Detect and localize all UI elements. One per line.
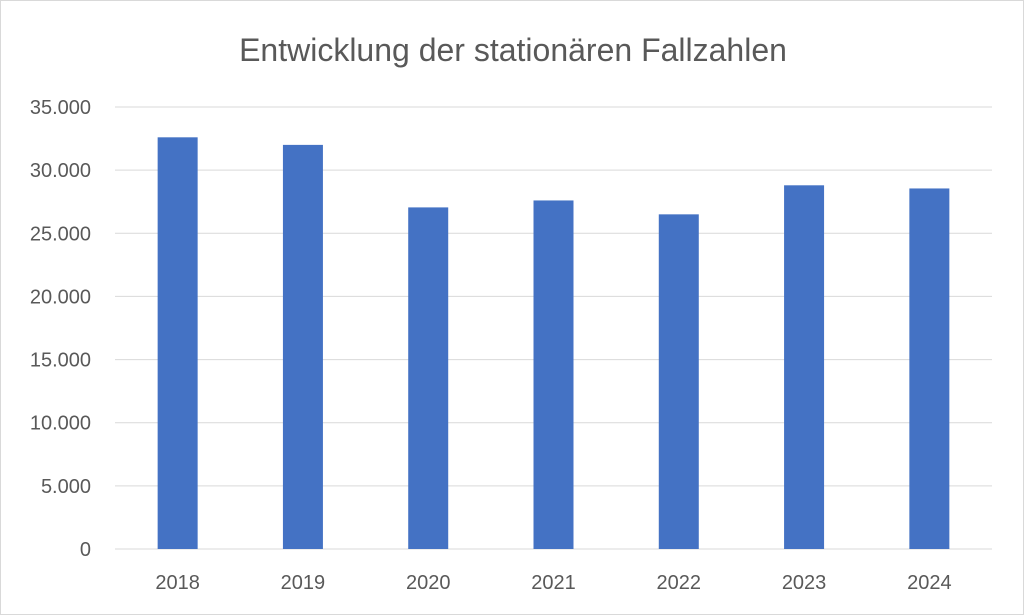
- y-tick-label: 20.000: [30, 286, 91, 308]
- y-tick-label: 25.000: [30, 223, 91, 245]
- x-tick-label-2021: 2021: [531, 572, 576, 594]
- bar-2021: [533, 200, 574, 550]
- y-tick-label: 0: [80, 539, 91, 561]
- x-tick-label-2019: 2019: [281, 572, 326, 594]
- y-axis-ticks: 0 5.000 10.000 15.000 20.000 25.000 30.000 35.0…: [30, 97, 91, 561]
- y-tick-label: 30.000: [30, 160, 91, 182]
- y-tick-label: 15.000: [30, 350, 91, 372]
- bar-2020: [408, 207, 449, 549]
- bar-2018: [157, 137, 198, 549]
- chart-title: Entwicklung der stationären Fallzahlen: [239, 32, 787, 68]
- y-tick-label: 35.000: [30, 97, 91, 119]
- y-tick-label: 10.000: [30, 413, 91, 435]
- bar-2022: [658, 214, 699, 550]
- x-tick-label-2024: 2024: [907, 572, 952, 594]
- bar-2023: [784, 185, 825, 549]
- x-tick-label-2020: 2020: [406, 572, 451, 594]
- bar-2024: [909, 188, 950, 549]
- x-axis-ticks: 2018 2019 2020 2021 2022 2023 2024: [155, 572, 951, 594]
- y-tick-label: 5.000: [41, 476, 91, 498]
- bars: [157, 137, 950, 550]
- x-tick-label-2023: 2023: [782, 572, 827, 594]
- bar-2019: [282, 144, 323, 549]
- x-tick-label-2018: 2018: [155, 572, 200, 594]
- x-tick-label-2022: 2022: [657, 572, 702, 594]
